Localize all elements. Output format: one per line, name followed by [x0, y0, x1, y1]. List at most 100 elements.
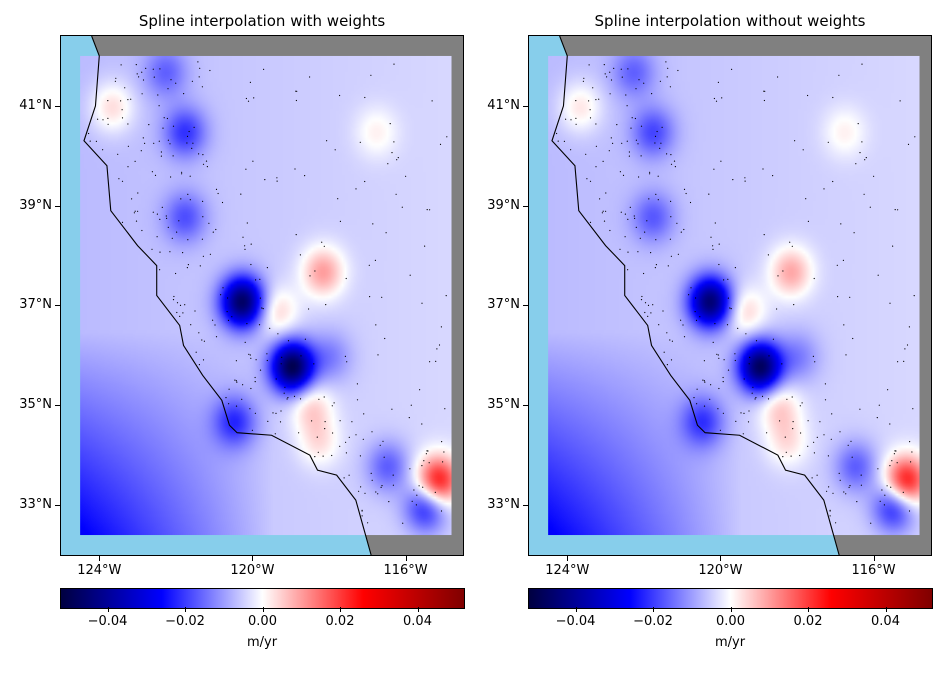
station-marker	[142, 79, 145, 81]
station-marker	[709, 398, 711, 400]
station-marker	[158, 140, 160, 142]
colorbar-tick-label: 0.02	[325, 614, 355, 629]
velocity-field	[80, 55, 452, 536]
station-marker	[208, 222, 210, 224]
station-marker	[861, 141, 863, 143]
station-marker	[255, 279, 257, 281]
station-marker	[382, 440, 384, 442]
station-marker	[575, 117, 577, 119]
station-marker	[735, 420, 737, 422]
station-marker	[830, 438, 832, 440]
station-marker	[275, 412, 277, 414]
station-marker	[444, 408, 446, 410]
station-marker	[869, 206, 871, 208]
station-marker	[441, 441, 443, 443]
station-marker	[159, 269, 161, 271]
station-marker	[316, 436, 318, 438]
station-marker	[640, 125, 643, 127]
station-marker	[153, 76, 155, 78]
station-marker	[670, 163, 673, 165]
station-marker	[314, 456, 316, 458]
station-marker	[242, 384, 244, 386]
station-marker	[309, 76, 311, 78]
station-marker	[726, 324, 729, 326]
station-marker	[151, 248, 153, 250]
station-marker	[434, 491, 436, 493]
station-marker	[167, 226, 169, 228]
station-marker	[151, 171, 153, 173]
station-marker	[387, 163, 389, 165]
station-marker	[799, 405, 801, 407]
station-marker	[182, 252, 184, 254]
station-marker	[227, 319, 230, 321]
station-marker	[360, 486, 362, 488]
station-marker	[680, 231, 682, 233]
station-marker	[317, 451, 319, 453]
station-marker	[294, 168, 296, 170]
station-marker	[832, 96, 834, 99]
station-marker	[246, 323, 248, 325]
station-marker	[807, 220, 809, 222]
station-marker	[130, 98, 132, 100]
station-marker	[169, 143, 171, 145]
station-marker	[371, 479, 373, 481]
station-marker	[666, 153, 668, 155]
station-marker	[845, 354, 847, 356]
station-marker	[812, 355, 814, 357]
station-marker	[396, 159, 398, 161]
station-marker	[857, 123, 859, 125]
station-marker	[245, 168, 247, 170]
station-marker	[409, 468, 411, 470]
station-marker	[856, 501, 858, 503]
station-marker	[217, 192, 219, 195]
station-marker	[879, 500, 881, 502]
station-marker	[839, 479, 841, 481]
station-marker	[624, 236, 626, 238]
station-marker	[235, 360, 237, 362]
station-marker	[114, 80, 116, 82]
station-marker	[377, 354, 379, 356]
station-marker	[827, 141, 829, 143]
station-marker	[249, 408, 251, 410]
station-marker	[189, 175, 191, 177]
station-marker	[326, 140, 328, 142]
station-marker	[719, 429, 721, 431]
station-marker	[266, 267, 268, 269]
station-marker	[677, 69, 679, 72]
station-marker	[135, 64, 137, 66]
station-marker	[789, 241, 791, 243]
station-marker	[606, 76, 608, 78]
station-marker	[175, 272, 177, 275]
station-marker	[892, 245, 894, 247]
y-tick-label: 41°N	[487, 97, 520, 113]
station-marker	[599, 198, 601, 200]
station-marker	[807, 420, 809, 422]
station-marker	[727, 297, 729, 299]
station-marker	[215, 336, 218, 338]
station-marker	[674, 166, 676, 168]
station-marker	[266, 353, 268, 355]
colorbar-tick	[107, 607, 109, 612]
station-marker	[287, 340, 290, 342]
station-marker	[877, 274, 879, 276]
station-marker	[212, 231, 214, 233]
station-marker	[346, 361, 348, 363]
coastline	[551, 36, 840, 555]
station-marker	[102, 119, 104, 121]
station-marker	[855, 163, 857, 165]
y-tick-label: 33°N	[487, 497, 520, 513]
station-marker	[768, 355, 770, 357]
station-marker	[355, 188, 357, 190]
station-marker	[375, 491, 377, 493]
station-marker	[811, 477, 813, 479]
station-marker	[286, 398, 288, 400]
station-marker	[565, 118, 567, 120]
station-marker	[364, 492, 366, 494]
station-marker	[203, 340, 205, 342]
station-marker	[392, 474, 394, 476]
station-marker	[906, 344, 909, 346]
y-tick-label: 35°N	[19, 397, 52, 413]
x-tick-label: 116°W	[383, 563, 428, 578]
station-marker	[209, 69, 211, 72]
